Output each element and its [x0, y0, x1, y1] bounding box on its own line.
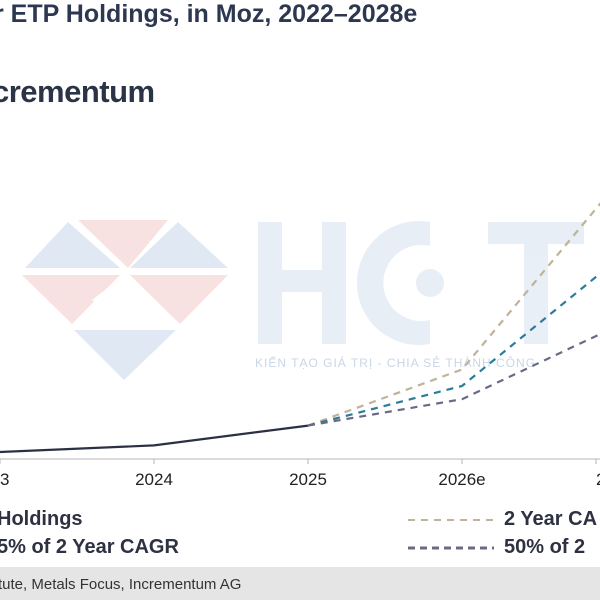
- x-tick-label: 2024: [135, 470, 173, 489]
- x-tick-label: 2025: [289, 470, 327, 489]
- legend-swatch-two-year: [408, 519, 494, 521]
- x-tick-label: 2: [596, 470, 600, 489]
- watermark-tagline: KIẾN TẠO GIÁ TRỊ - CHIA SẺ THÀNH CÔNG: [255, 356, 537, 370]
- source-band: [0, 567, 600, 600]
- chart-title: r ETP Holdings, in Moz, 2022–2028e: [0, 0, 418, 28]
- legend-label-pct-cagr: 5% of 2 Year CAGR: [0, 536, 179, 558]
- series-line-4: [307, 332, 600, 427]
- source-note: tute, Metals Focus, Incrementum AG: [0, 576, 242, 593]
- x-tick-label: 2026e: [438, 470, 485, 489]
- x-tick-label: 23: [0, 470, 9, 489]
- legend-swatch-fifty-pct: [408, 546, 494, 550]
- legend-label-holdings: Holdings: [0, 508, 83, 530]
- series-line-1: [0, 424, 309, 454]
- legend-label-fifty-pct: 50% of 2: [504, 536, 586, 558]
- series-line-2: [307, 202, 600, 427]
- legend-label-two-year: 2 Year CA: [504, 508, 598, 530]
- brand-wordmark: crementum: [0, 74, 155, 109]
- series-line-3: [307, 272, 600, 427]
